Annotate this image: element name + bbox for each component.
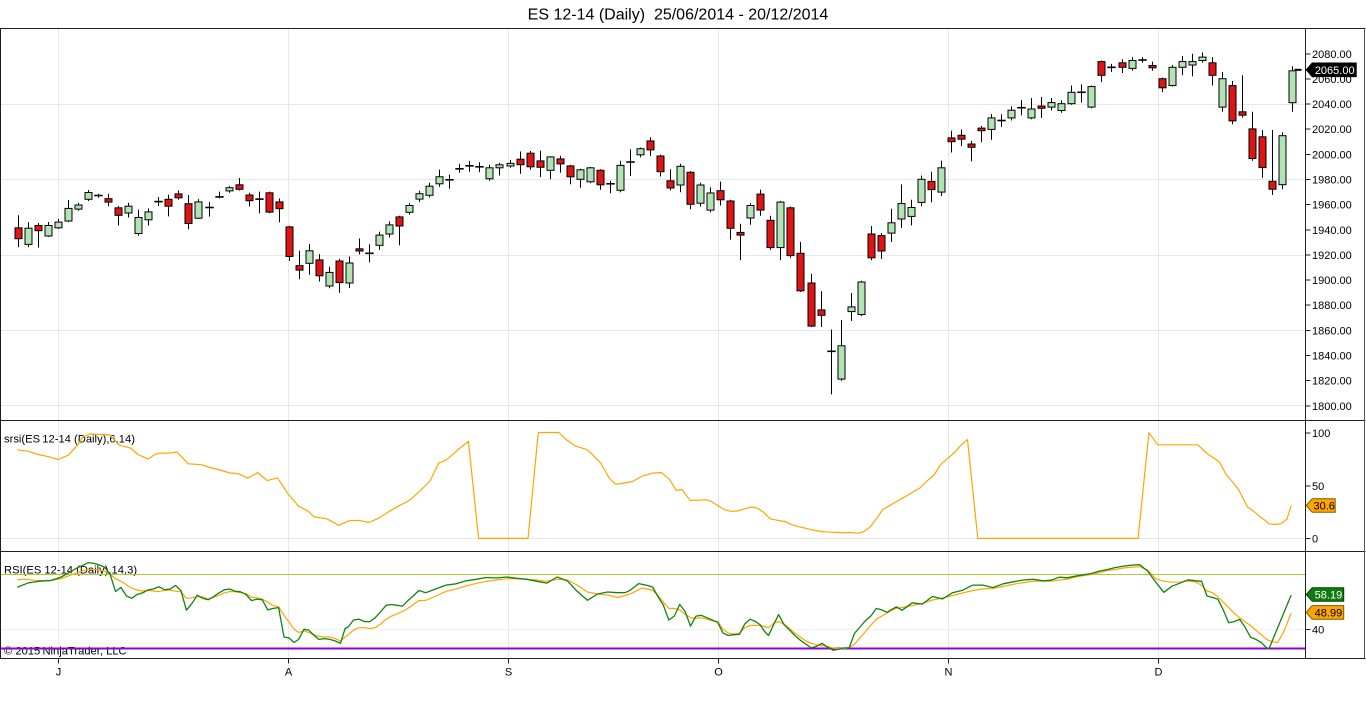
svg-text:O: O	[714, 667, 723, 679]
svg-text:2040.00: 2040.00	[1312, 99, 1352, 111]
svg-text:ES 12-14 (Daily) 25/06/2014 -: ES 12-14 (Daily) 25/06/2014 - 20/12/2014	[528, 7, 829, 24]
svg-text:1860.00: 1860.00	[1312, 325, 1352, 337]
svg-text:1960.00: 1960.00	[1312, 200, 1352, 212]
svg-text:1940.00: 1940.00	[1312, 225, 1352, 237]
svg-text:40: 40	[1312, 625, 1324, 637]
svg-text:100: 100	[1312, 428, 1330, 440]
svg-text:2000.00: 2000.00	[1312, 149, 1352, 161]
svg-text:N: N	[945, 667, 953, 679]
svg-text:1920.00: 1920.00	[1312, 250, 1352, 262]
svg-text:1900.00: 1900.00	[1312, 275, 1352, 287]
svg-text:1800.00: 1800.00	[1312, 401, 1352, 413]
svg-text:58.19: 58.19	[1315, 590, 1343, 602]
svg-text:50: 50	[1312, 481, 1324, 493]
svg-text:J: J	[56, 667, 62, 679]
svg-text:1820.00: 1820.00	[1312, 376, 1352, 388]
svg-text:2020.00: 2020.00	[1312, 124, 1352, 136]
svg-text:© 2015 NinjaTrader, LLC: © 2015 NinjaTrader, LLC	[4, 646, 127, 658]
svg-text:2080.00: 2080.00	[1312, 49, 1352, 61]
svg-text:1880.00: 1880.00	[1312, 300, 1352, 312]
svg-text:2065.00: 2065.00	[1315, 65, 1355, 77]
svg-text:A: A	[285, 667, 293, 679]
svg-text:0: 0	[1312, 533, 1318, 545]
svg-text:srsi(ES 12-14 (Daily),6,14): srsi(ES 12-14 (Daily),6,14)	[4, 434, 135, 446]
svg-text:48.99: 48.99	[1315, 607, 1343, 619]
svg-text:1840.00: 1840.00	[1312, 351, 1352, 363]
svg-text:S: S	[505, 667, 512, 679]
svg-text:30.6: 30.6	[1313, 501, 1334, 513]
svg-text:D: D	[1155, 667, 1163, 679]
svg-text:1980.00: 1980.00	[1312, 175, 1352, 187]
